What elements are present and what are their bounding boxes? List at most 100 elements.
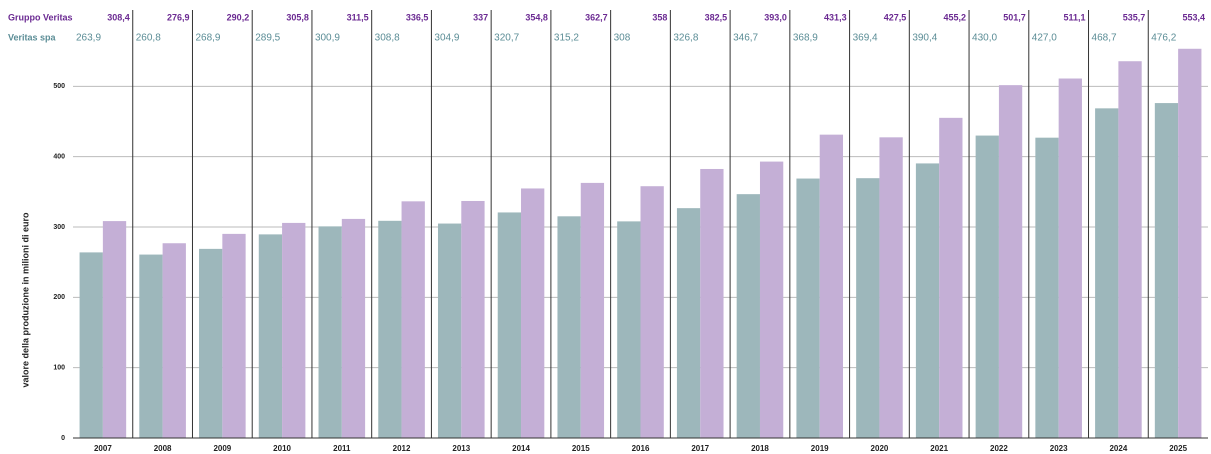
y-tick-label: 0 [61,435,65,442]
bar [258,234,283,438]
y-tick-label: 300 [53,224,65,231]
bar [617,221,641,438]
bar [521,188,545,438]
bar [1178,48,1202,439]
x-tick-label: 2018 [751,444,769,453]
y-tick-label: 400 [53,154,65,161]
value-label: 276,9 [167,12,190,22]
bar [796,178,820,438]
value-label: 501,7 [1003,12,1026,22]
bar [975,135,999,439]
y-tick-label: 500 [53,83,65,90]
x-tick-label: 2023 [1050,444,1068,453]
value-label: 358 [652,12,667,22]
value-label: 326,8 [673,33,698,44]
x-tick-label: 2025 [1169,444,1187,453]
x-tick-label: 2015 [572,444,590,453]
value-label: 305,8 [286,12,309,22]
value-label: 430,0 [972,33,997,44]
value-label: 268,9 [195,33,220,44]
value-label: 369,4 [853,33,878,44]
x-tick-label: 2009 [213,444,231,453]
value-label: 290,2 [227,12,250,22]
bar [162,243,186,438]
value-label: 337 [473,12,488,22]
value-label: 263,9 [76,33,101,44]
x-tick-label: 2010 [273,444,291,453]
x-tick-label: 2007 [94,444,112,453]
bar [282,222,306,438]
bar [856,178,880,438]
bar [736,194,760,438]
x-tick-label: 2012 [393,444,411,453]
value-label: 535,7 [1123,12,1146,22]
bar [676,208,701,438]
value-label: 260,8 [136,33,161,44]
value-label: 308,8 [375,33,400,44]
bar [341,218,366,438]
bar [879,137,903,438]
value-label: 368,9 [793,33,818,44]
value-label: 427,0 [1032,33,1057,44]
value-label: 468,7 [1092,33,1117,44]
legend-label: Gruppo Veritas [8,12,73,22]
value-label: 362,7 [585,12,608,22]
bar [939,117,963,439]
x-tick-label: 2013 [452,444,470,453]
value-label: 320,7 [494,33,519,44]
value-label: 308 [614,33,631,44]
value-label: 390,4 [912,33,937,44]
value-label: 336,5 [406,12,429,22]
bar [1118,61,1142,438]
value-label: 300,9 [315,33,340,44]
bar [401,201,425,438]
y-tick-label: 200 [53,294,65,301]
value-label: 511,1 [1063,12,1085,22]
bar [1154,103,1179,439]
value-label: 304,9 [434,33,459,44]
value-label: 476,2 [1151,33,1176,44]
y-axis-label: valore della produzione in milioni di eu… [20,212,30,388]
bar [378,220,402,438]
value-label: 354,8 [525,12,548,22]
bar [199,248,223,438]
x-tick-label: 2020 [871,444,889,453]
x-tick-label: 2024 [1109,444,1127,453]
legend-label: Veritas spa [8,32,57,42]
value-label: 382,5 [705,12,728,22]
bar [461,200,485,438]
value-label: 346,7 [733,33,758,44]
value-label: 553,4 [1182,12,1205,22]
bar [222,233,246,438]
x-tick-label: 2014 [512,444,530,453]
bar [1035,137,1059,438]
bar [915,163,940,438]
x-tick-label: 2011 [333,444,351,453]
value-label: 315,2 [554,33,579,44]
bar [640,186,664,438]
value-label: 431,3 [824,12,847,22]
bar [1095,108,1119,439]
x-tick-label: 2019 [811,444,829,453]
bar [79,252,103,438]
bar [102,221,127,438]
bar [497,212,522,438]
x-tick-label: 2016 [632,444,650,453]
value-label: 308,4 [107,12,130,22]
value-label: 393,0 [764,12,787,22]
bar [437,223,462,438]
bar [580,182,605,438]
x-tick-label: 2021 [930,444,948,453]
value-label: 311,5 [347,12,369,22]
bar [998,85,1023,438]
bar [819,134,844,438]
bar [557,216,581,438]
bar [139,254,163,438]
bar [700,168,724,438]
bar [318,226,342,438]
bar [1058,78,1082,438]
x-tick-label: 2008 [154,444,172,453]
x-tick-label: 2022 [990,444,1008,453]
y-tick-label: 100 [53,365,65,372]
